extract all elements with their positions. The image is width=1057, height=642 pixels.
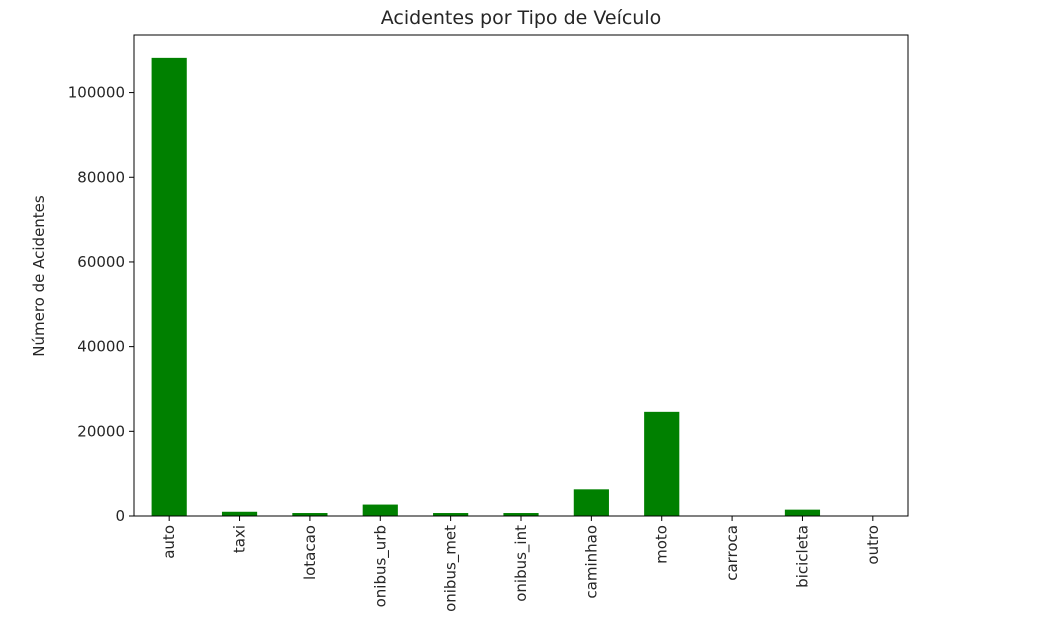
x-tick-label: lotacao xyxy=(301,525,319,580)
y-axis-label: Número de Acidentes xyxy=(30,195,48,357)
x-tick-label: onibus_int xyxy=(512,525,531,602)
plot-frame xyxy=(134,35,908,516)
x-tick-label: auto xyxy=(160,525,178,559)
bar-caminhao xyxy=(574,489,609,516)
y-axis: 0 20000 40000 60000 80000 100000 xyxy=(68,84,134,525)
bar-moto xyxy=(644,412,679,516)
bar-taxi xyxy=(222,512,257,516)
y-tick-label: 0 xyxy=(115,507,125,525)
y-tick-label: 100000 xyxy=(68,84,125,102)
bar-onibus_urb xyxy=(363,505,398,516)
x-tick-label: carroca xyxy=(723,525,741,581)
y-tick-label: 40000 xyxy=(77,338,125,356)
x-tick-label: taxi xyxy=(231,525,249,553)
x-tick-label: moto xyxy=(653,525,671,564)
bar-auto xyxy=(152,58,187,516)
y-tick-label: 20000 xyxy=(77,422,125,440)
x-tick-label: bicicleta xyxy=(793,525,811,588)
x-axis: auto taxi lotacao onibus_urb onibus_met onibu… xyxy=(160,516,882,612)
x-tick-label: onibus_urb xyxy=(371,525,390,607)
bar-bicicleta xyxy=(785,510,820,516)
y-tick-label: 80000 xyxy=(77,168,125,186)
x-tick-label: onibus_met xyxy=(442,525,461,612)
bars-group xyxy=(152,58,891,516)
y-tick-label: 60000 xyxy=(77,253,125,271)
x-tick-label: outro xyxy=(864,525,882,565)
chart-title: Acidentes por Tipo de Veículo xyxy=(381,7,662,29)
x-tick-label: caminhao xyxy=(582,525,600,599)
